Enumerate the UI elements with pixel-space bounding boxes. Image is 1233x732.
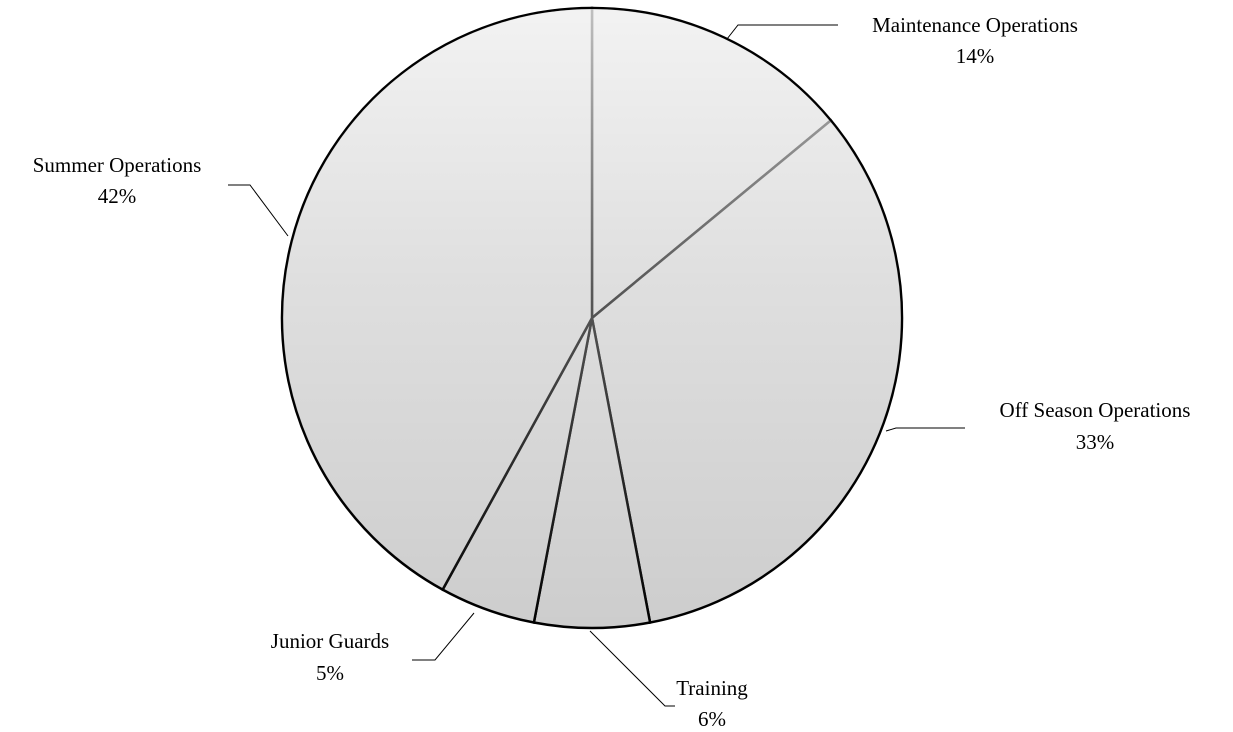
slice-value-label: 6% <box>698 707 726 731</box>
slice-label: Off Season Operations <box>1000 398 1191 422</box>
slice-label: Junior Guards <box>271 629 389 653</box>
slice-value-label: 14% <box>956 44 995 68</box>
leader-line <box>589 630 675 707</box>
leader-line <box>885 427 965 432</box>
slice-label: Maintenance Operations <box>872 13 1078 37</box>
slice-value-label: 5% <box>316 661 344 685</box>
slice-value-label: 33% <box>1076 430 1115 454</box>
slice-label: Summer Operations <box>33 153 202 177</box>
leader-line <box>726 24 838 40</box>
slice-label: Training <box>676 676 748 700</box>
leader-line <box>228 184 289 237</box>
slice-value-label: 42% <box>98 184 137 208</box>
leader-line <box>412 612 475 661</box>
